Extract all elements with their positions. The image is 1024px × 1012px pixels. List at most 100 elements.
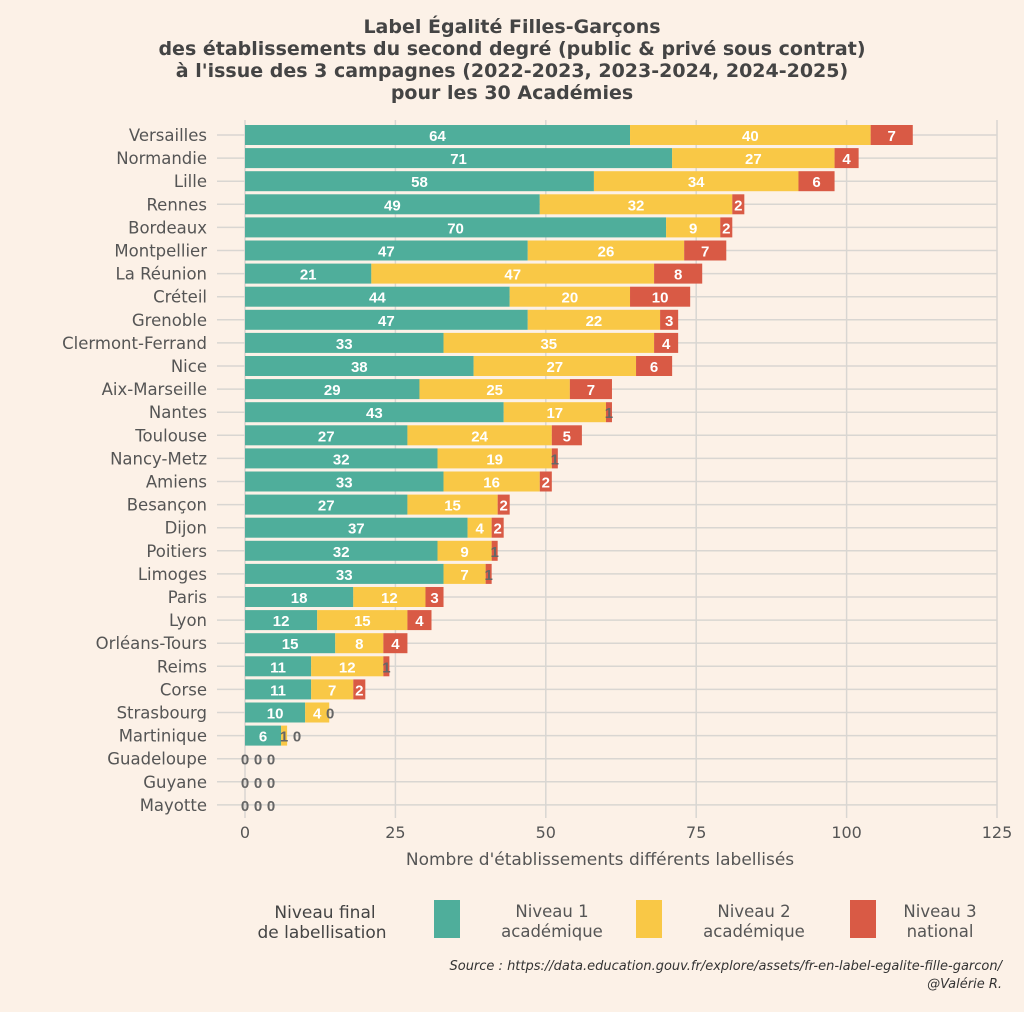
bar-segment: [245, 587, 354, 607]
data-label: 17: [546, 405, 563, 422]
bar-segment: [443, 471, 540, 492]
bar-segment: [491, 517, 504, 538]
legend-label: Niveau 3: [903, 902, 976, 921]
y-tick-label: Versailles: [129, 126, 207, 145]
data-label: 6: [259, 729, 267, 746]
data-label: 4: [313, 706, 322, 723]
data-label: 8: [355, 636, 363, 653]
bar-segment: [281, 725, 288, 746]
chart-title: Label Égalité Filles-Garçons des établis…: [0, 16, 1024, 104]
data-label: 18: [291, 590, 308, 607]
data-label: 5: [563, 428, 571, 445]
data-label: 32: [333, 451, 350, 468]
x-tick-label: 0: [240, 823, 250, 842]
y-tick-label: Besançon: [127, 496, 207, 515]
data-label: 2: [734, 197, 742, 214]
bar-segment: [654, 263, 703, 284]
data-label: 1: [605, 405, 613, 422]
bar-segment: [630, 286, 691, 307]
data-label: 3: [430, 590, 438, 607]
bar-segment: [245, 471, 444, 492]
title-line-3: à l'issue des 3 campagnes (2022-2023, 20…: [175, 60, 849, 82]
data-label: 6: [650, 359, 658, 376]
data-label: 3: [665, 313, 673, 330]
bar-segment: [491, 540, 498, 561]
data-label: 7: [701, 244, 709, 261]
bar-segment: [245, 448, 438, 469]
data-label: 15: [354, 613, 371, 630]
data-label: 47: [378, 244, 395, 261]
data-label: 40: [742, 128, 759, 145]
data-label: 29: [324, 382, 341, 399]
y-tick-label: Lyon: [169, 611, 207, 630]
y-tick-label: Normandie: [116, 149, 207, 168]
data-label: 0: [254, 798, 262, 815]
data-label: 4: [662, 336, 671, 353]
y-tick-label: Paris: [168, 588, 207, 607]
bar-segment: [245, 402, 504, 423]
data-label: 10: [652, 290, 669, 307]
bar-segment: [305, 702, 330, 723]
data-label: 9: [689, 220, 697, 237]
bar-segment: [593, 171, 799, 192]
y-tick-label: Poitiers: [146, 542, 207, 561]
y-tick-label: La Réunion: [116, 265, 207, 284]
y-tick-label: Toulouse: [134, 426, 207, 445]
data-label: 15: [282, 636, 299, 653]
bar-segment: [654, 332, 679, 353]
x-tick-label: 75: [686, 823, 706, 842]
bar-segment: [870, 125, 913, 145]
bar-segment: [311, 656, 384, 677]
y-tick-label: Guyane: [143, 773, 207, 792]
bar-segment: [245, 240, 528, 261]
y-tick-label: Amiens: [146, 473, 207, 492]
y-tick-label: Grenoble: [132, 311, 207, 330]
bar-segment: [245, 725, 282, 746]
bar-segment: [473, 356, 637, 376]
data-label: 2: [542, 475, 550, 492]
data-label: 1: [490, 544, 498, 561]
bar-segment: [245, 563, 444, 584]
title-line-4: pour les 30 Académies: [390, 82, 634, 104]
data-label: 0: [241, 775, 249, 792]
data-label: 0: [254, 752, 262, 769]
data-label: 12: [339, 659, 356, 676]
bar-segment: [551, 425, 582, 446]
bar-segment: [425, 587, 444, 607]
bar-segment: [245, 309, 528, 330]
title-line-2: des établissements du second degré (publ…: [158, 38, 866, 60]
bar-segment: [335, 633, 384, 654]
data-label: 4: [475, 521, 484, 538]
y-tick-label: Martinique: [119, 727, 207, 746]
bar-segment: [437, 540, 492, 561]
data-label: 4: [415, 613, 424, 630]
bar-segment: [407, 425, 552, 446]
data-label: 24: [471, 428, 488, 445]
y-tick-label: Corse: [160, 680, 207, 699]
data-label: 1: [280, 729, 288, 746]
data-label: 7: [328, 682, 336, 699]
data-label: 4: [842, 151, 851, 168]
data-label: 27: [318, 498, 335, 515]
data-label: 2: [355, 682, 363, 699]
data-label: 15: [444, 498, 461, 515]
data-label: 49: [384, 197, 401, 214]
bar-segment: [353, 679, 366, 700]
y-tick-label: Nice: [171, 357, 207, 376]
bar-segment: [660, 309, 679, 330]
y-tick-label: Nancy-Metz: [110, 449, 207, 468]
data-label: 47: [378, 313, 395, 330]
data-label: 32: [333, 544, 350, 561]
bar-segment: [569, 379, 612, 400]
data-label: 37: [348, 521, 365, 538]
bar-segment: [630, 125, 871, 145]
y-tick-label: Rennes: [146, 195, 207, 214]
y-tick-label: Clermont-Ferrand: [62, 334, 207, 353]
x-tick-label: 100: [831, 823, 862, 842]
bar-segment: [371, 263, 655, 284]
bar-segment: [245, 171, 594, 192]
bar-segment: [467, 517, 492, 538]
bar-segment: [419, 379, 570, 400]
data-label: 2: [722, 220, 730, 237]
data-label: 19: [486, 451, 503, 468]
